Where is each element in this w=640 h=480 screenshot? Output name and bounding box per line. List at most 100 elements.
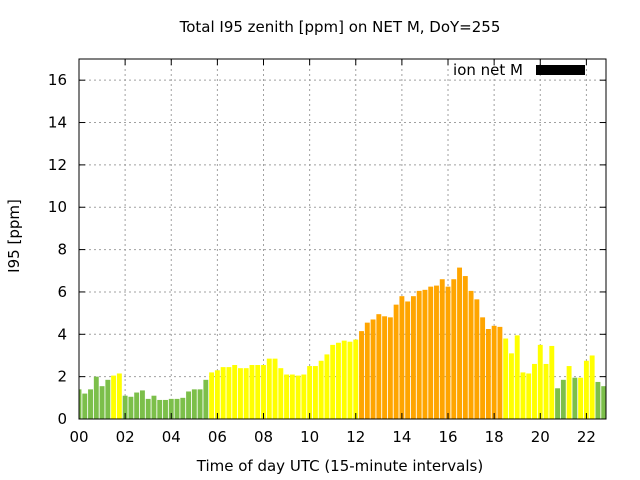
bar	[214, 370, 220, 419]
y-tick-label: 0	[57, 410, 67, 428]
bar	[163, 399, 168, 419]
y-tick-label: 16	[48, 71, 67, 89]
bar	[261, 365, 266, 419]
bar	[301, 374, 307, 419]
bar	[497, 326, 503, 419]
bar	[364, 322, 370, 419]
bar	[543, 363, 549, 419]
bar	[168, 398, 174, 419]
bar	[116, 373, 122, 419]
bar	[445, 286, 451, 419]
bar	[330, 344, 336, 419]
x-tick-label: 04	[162, 428, 181, 446]
bar	[157, 399, 163, 419]
x-tick-label: 06	[208, 428, 227, 446]
x-tick-label: 18	[485, 428, 504, 446]
bar	[393, 304, 399, 419]
legend-swatch	[536, 65, 585, 75]
bar	[480, 317, 486, 419]
x-tick-label: 00	[69, 428, 88, 446]
x-tick-label: 22	[577, 428, 596, 446]
x-tick-label: 12	[346, 428, 365, 446]
bar	[295, 375, 301, 419]
bar	[341, 340, 347, 419]
bar	[376, 314, 382, 419]
bar	[88, 389, 93, 419]
bar	[307, 366, 313, 419]
x-tick-label: 02	[116, 428, 135, 446]
bar	[572, 377, 578, 419]
bar	[93, 376, 99, 419]
bar	[555, 388, 561, 419]
bar	[312, 366, 318, 419]
bar	[434, 285, 439, 419]
bar	[405, 301, 411, 419]
bar	[180, 397, 186, 419]
bar	[601, 386, 606, 419]
bar	[578, 377, 584, 419]
bar	[428, 286, 434, 419]
y-tick-label: 8	[57, 241, 67, 259]
bar	[220, 367, 226, 419]
bar	[532, 363, 537, 419]
bar	[289, 374, 295, 419]
bar	[243, 368, 249, 419]
bar	[508, 353, 514, 419]
bar	[503, 338, 509, 419]
bar	[583, 360, 589, 419]
bar	[139, 390, 145, 419]
bar	[387, 317, 393, 419]
bars	[79, 267, 606, 419]
plot-frame	[78, 58, 607, 420]
bar	[105, 379, 111, 419]
bar	[566, 366, 572, 419]
bar	[514, 335, 520, 419]
bar	[410, 296, 416, 419]
y-tick-label: 4	[57, 325, 67, 343]
y-tick-label: 2	[57, 368, 67, 386]
y-tick-label: 10	[48, 198, 67, 216]
x-tick-label: 14	[392, 428, 411, 446]
y-tick-label: 14	[48, 114, 67, 132]
bar	[318, 360, 324, 419]
bar	[278, 368, 284, 419]
bar	[399, 296, 405, 419]
bar	[537, 344, 543, 419]
bar	[174, 398, 180, 419]
bar	[468, 290, 474, 419]
bar	[474, 299, 480, 419]
bar	[485, 329, 491, 419]
bar	[416, 290, 422, 419]
bar	[203, 379, 209, 419]
bar	[145, 398, 151, 419]
bar	[151, 395, 157, 419]
bar	[457, 267, 462, 419]
x-tick-label: 08	[254, 428, 273, 446]
bar	[284, 374, 290, 419]
x-axis-label: Time of day UTC (15-minute intervals)	[196, 457, 483, 475]
y-tick-label: 6	[57, 283, 67, 301]
bar	[134, 392, 140, 419]
bar	[209, 372, 215, 419]
y-tick-label: 12	[48, 156, 67, 174]
legend-label: ion net M	[453, 61, 523, 79]
bar	[422, 289, 428, 419]
bar	[595, 381, 601, 419]
bar	[347, 341, 353, 419]
bar	[382, 316, 388, 419]
bar	[197, 389, 203, 419]
x-tick-label: 10	[300, 428, 319, 446]
bar	[324, 354, 330, 419]
bar	[589, 355, 595, 419]
bar	[82, 393, 88, 419]
bar	[272, 358, 278, 419]
y-axis-label: I95 [ppm]	[5, 199, 23, 273]
bar	[237, 368, 243, 419]
bar	[451, 279, 457, 419]
bar	[439, 279, 445, 419]
bar	[232, 365, 238, 419]
bar	[549, 345, 555, 419]
